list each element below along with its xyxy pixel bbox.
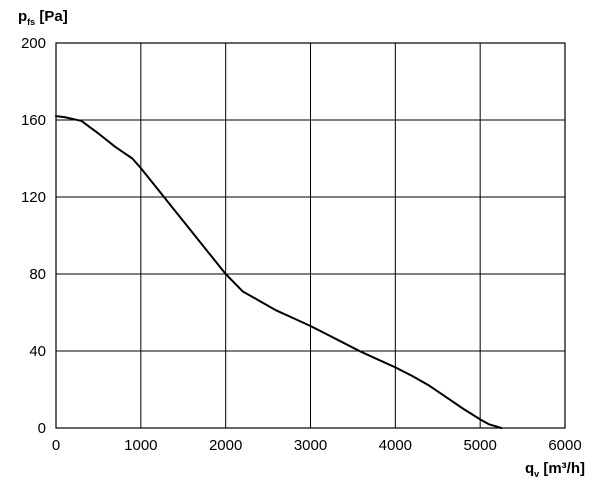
x-axis-title: qv [m³/h] <box>525 460 585 479</box>
y-axis-title-unit: [Pa] <box>35 8 68 25</box>
series-layer <box>55 115 503 429</box>
y-tick-label: 0 <box>38 420 46 437</box>
y-tick-label: 120 <box>21 189 46 206</box>
x-tick-label: 6000 <box>548 437 581 454</box>
x-tick-label: 1000 <box>124 437 157 454</box>
x-axis-title-subscript: v <box>534 469 539 479</box>
y-axis-title: pfs [Pa] <box>18 8 68 27</box>
plot-frame <box>55 42 566 429</box>
x-tick-label: 3000 <box>294 437 327 454</box>
y-tick-labels: 0 40 80 120 160 200 <box>21 35 46 437</box>
y-tick-label: 40 <box>29 343 46 360</box>
x-tick-label: 5000 <box>463 437 496 454</box>
y-tick-label: 200 <box>21 35 46 52</box>
series-line <box>55 115 503 429</box>
y-tick-label: 160 <box>21 112 46 129</box>
x-tick-label: 2000 <box>209 437 242 454</box>
x-tick-label: 4000 <box>379 437 412 454</box>
x-tick-label: 0 <box>52 437 60 454</box>
y-tick-label: 80 <box>29 266 46 283</box>
x-axis-title-unit: [m³/h] <box>539 460 585 477</box>
x-tick-labels: 0 1000 2000 3000 4000 5000 6000 <box>52 437 582 454</box>
grid <box>55 42 566 429</box>
y-axis-title-subscript: fs <box>27 17 35 27</box>
